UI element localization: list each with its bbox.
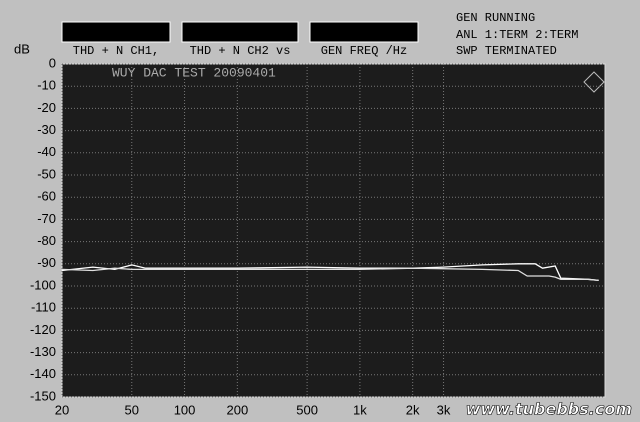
x-tick-label: 3k (437, 402, 451, 417)
plot-area (61, 63, 606, 398)
header-box (309, 21, 419, 43)
logo (583, 71, 605, 93)
x-tick-label: 200 (226, 402, 248, 417)
x-tick-label: 1k (353, 402, 367, 417)
y-tick-label: -20 (37, 100, 56, 115)
y-tick-label: -110 (31, 300, 56, 315)
y-tick-label: -50 (37, 166, 56, 181)
y-tick-label: -30 (37, 122, 56, 137)
y-tick-label: -130 (30, 344, 56, 359)
x-tick-label: 50 (125, 402, 139, 417)
status: ANL 1:TERM 2:TERM (456, 28, 578, 42)
y-tick-label: -40 (37, 144, 56, 159)
header-label: THD + N CH2 vs (190, 44, 291, 58)
status: GEN RUNNING (456, 11, 535, 25)
header-label: GEN FREQ /Hz (321, 44, 407, 58)
watermark: www.tubebbs.com (466, 400, 632, 419)
y-tick-label: -80 (37, 233, 56, 248)
header-box (181, 21, 299, 43)
y-tick-label: -70 (37, 211, 56, 226)
y-tick-label: 0 (49, 55, 56, 70)
header-label: THD + N CH1, (73, 44, 159, 58)
y-tick-label: -120 (30, 322, 56, 337)
y-tick-label: -140 (30, 366, 56, 381)
y-label: dB (14, 41, 30, 56)
series-line (61, 267, 599, 282)
y-tick-label: -100 (30, 277, 56, 292)
x-tick-label: 500 (296, 402, 318, 417)
y-tick-label: -60 (37, 189, 56, 204)
y-tick-label: -90 (37, 255, 56, 270)
x-tick-label: 20 (55, 402, 69, 417)
header-box (61, 21, 171, 43)
status: SWP TERMINATED (456, 44, 557, 58)
x-tick-label: 2k (406, 402, 420, 417)
x-tick-label: 100 (174, 402, 196, 417)
y-tick-label: -150 (30, 388, 56, 403)
y-tick-label: -10 (37, 78, 56, 93)
annotation: WUY DAC TEST 20090401 (112, 65, 276, 80)
